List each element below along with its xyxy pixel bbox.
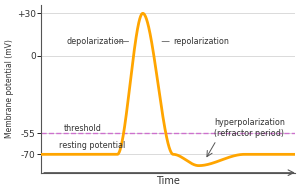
Text: depolarization: depolarization — [67, 37, 124, 46]
Text: Time: Time — [156, 176, 180, 185]
Text: hyperpolarization
(refractor period): hyperpolarization (refractor period) — [214, 117, 285, 138]
Y-axis label: Membrane potential (mV): Membrane potential (mV) — [5, 39, 14, 138]
Text: threshold: threshold — [64, 124, 102, 133]
Text: resting potential: resting potential — [59, 141, 125, 150]
Text: repolarization: repolarization — [173, 37, 229, 46]
